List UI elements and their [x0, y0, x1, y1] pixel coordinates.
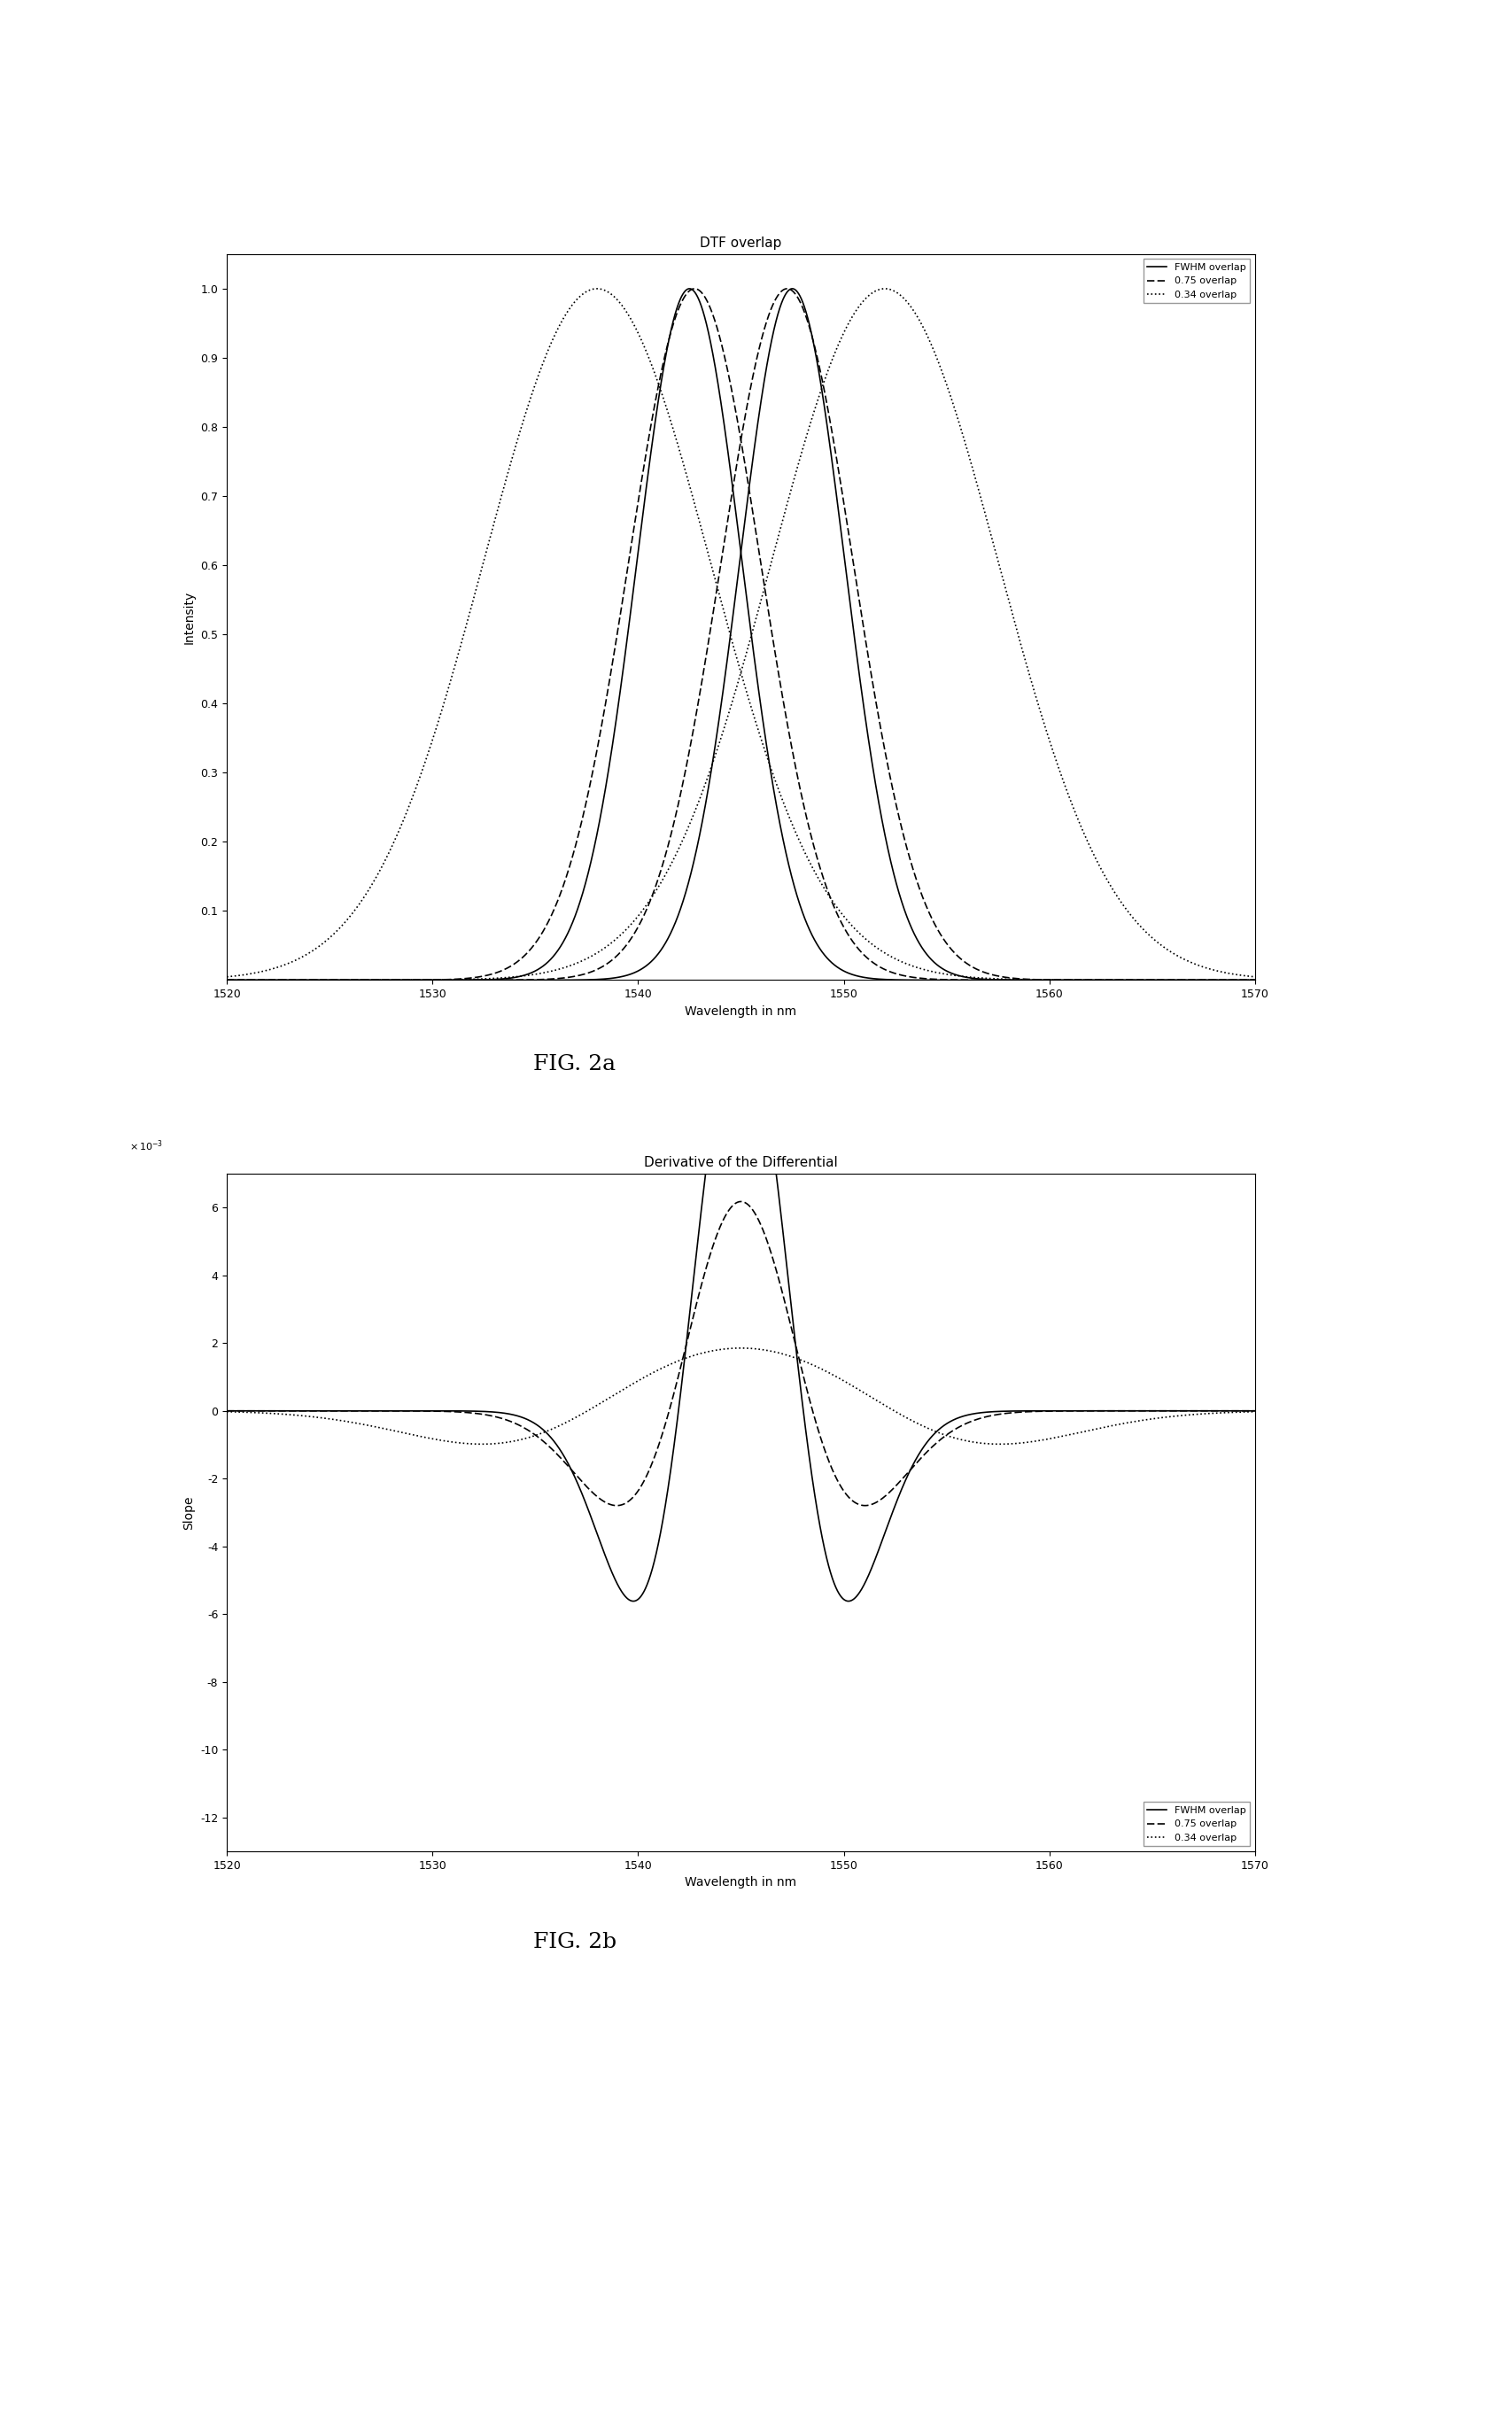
X-axis label: Wavelength in nm: Wavelength in nm	[685, 1876, 797, 1888]
Title: Derivative of the Differential: Derivative of the Differential	[644, 1157, 838, 1169]
Y-axis label: Slope: Slope	[183, 1496, 195, 1529]
Legend: FWHM overlap, 0.75 overlap, 0.34 overlap: FWHM overlap, 0.75 overlap, 0.34 overlap	[1143, 259, 1250, 302]
Text: FIG. 2b: FIG. 2b	[532, 1931, 617, 1953]
Text: FIG. 2a: FIG. 2a	[534, 1053, 615, 1074]
Title: DTF overlap: DTF overlap	[700, 237, 782, 249]
X-axis label: Wavelength in nm: Wavelength in nm	[685, 1004, 797, 1016]
Y-axis label: Intensity: Intensity	[183, 590, 195, 644]
Legend: FWHM overlap, 0.75 overlap, 0.34 overlap: FWHM overlap, 0.75 overlap, 0.34 overlap	[1143, 1803, 1250, 1846]
Text: $\times\,10^{-3}$: $\times\,10^{-3}$	[129, 1140, 163, 1154]
